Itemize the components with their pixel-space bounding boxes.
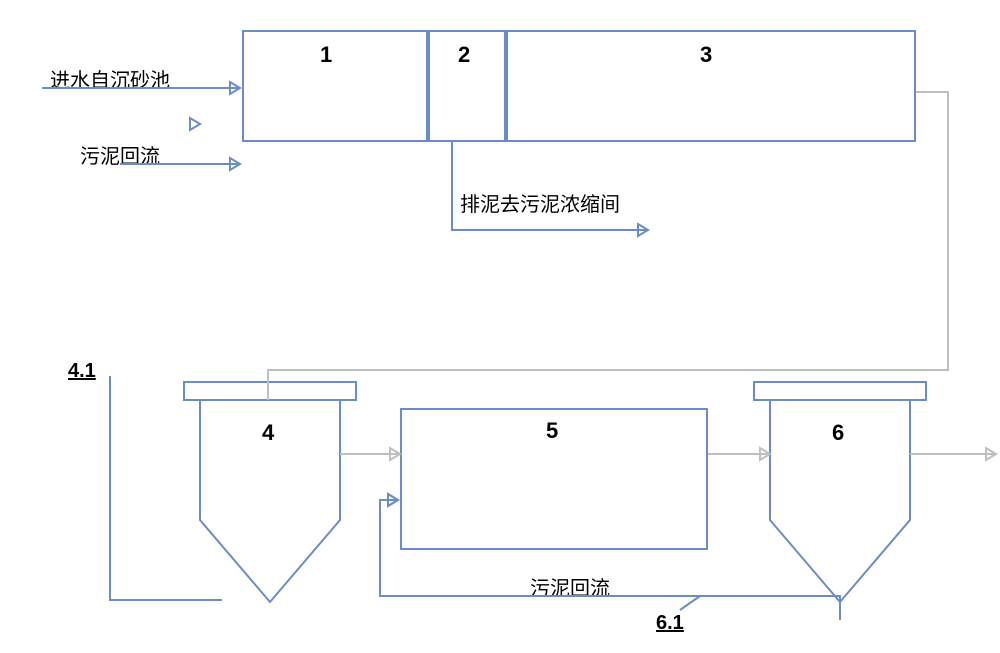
num-1: 1	[320, 42, 332, 68]
ref-61: 6.1	[656, 612, 684, 635]
label-return2: 污泥回流	[530, 572, 610, 601]
num-2: 2	[458, 42, 470, 68]
label-inlet: 进水自沉砂池	[50, 64, 170, 93]
num-3: 3	[700, 42, 712, 68]
num-4: 4	[262, 420, 274, 446]
label-waste: 排泥去污泥浓缩间	[460, 188, 620, 217]
label-return1: 污泥回流	[80, 140, 160, 169]
num-6: 6	[832, 420, 844, 446]
ref-41: 4.1	[68, 360, 96, 383]
num-5: 5	[546, 418, 558, 444]
box-1	[242, 30, 428, 142]
